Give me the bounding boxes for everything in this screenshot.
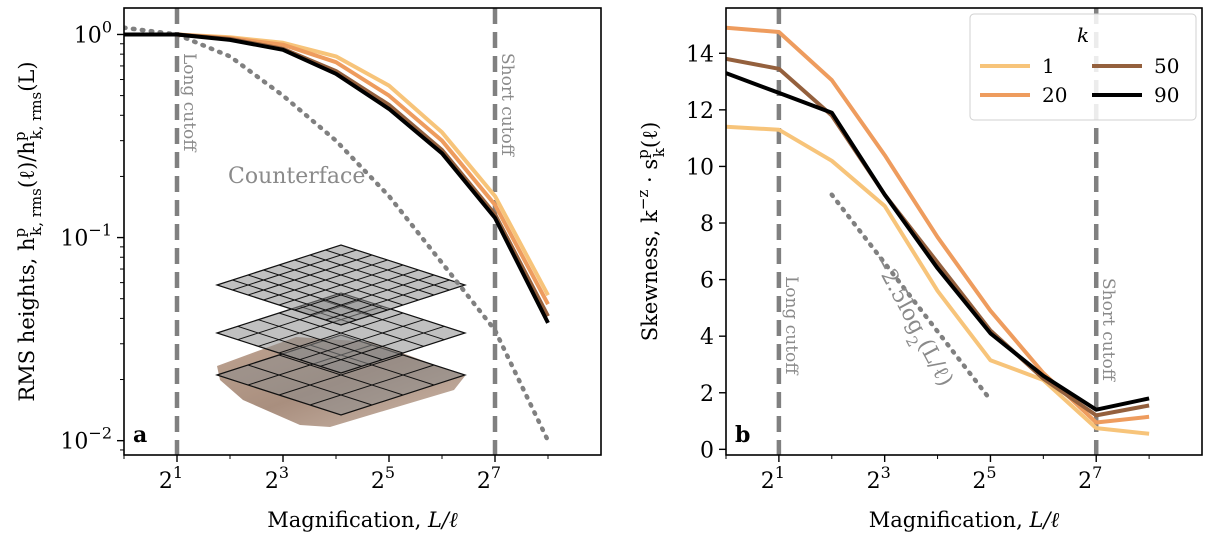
x-tick-label: 25 — [972, 463, 996, 494]
panel-a-axes: 21 23 25 27 100 10−1 10−2 Magnification, L/ℓ RMS… — [11, 7, 602, 532]
y-tick-label: 12 — [686, 99, 714, 124]
y-axis-label: Skewness, k−z · spk(ℓ) — [634, 122, 668, 342]
y-tick-label: 10−2 — [60, 424, 112, 455]
reference-line — [829, 192, 993, 403]
grid-layer — [215, 244, 467, 326]
x-tick-label: 27 — [1078, 463, 1102, 494]
grid-layer — [215, 292, 467, 374]
x-tick-label: 21 — [159, 463, 183, 494]
y-tick-label: 100 — [74, 17, 112, 48]
y-tick-label: 10−1 — [60, 221, 112, 252]
legend: k 1 20 50 90 — [969, 13, 1197, 121]
cutoff-label-long: Long cutoff — [179, 53, 199, 153]
legend-label-k20: 20 — [1042, 83, 1067, 107]
legend-title: k — [1077, 23, 1089, 47]
panel-b-letter: b — [735, 422, 750, 448]
y-tick-label: 2 — [700, 382, 714, 407]
legend-label-k90: 90 — [1154, 83, 1179, 107]
panel-a-series — [124, 32, 550, 324]
x-tick-label: 23 — [265, 463, 289, 494]
x-tick-label: 25 — [371, 463, 395, 494]
y-tick-label: 4 — [700, 325, 714, 350]
cutoff-label-short: Short cutoff — [497, 53, 517, 158]
x-tick-label: 27 — [477, 463, 501, 494]
panel-b-axes: 21 23 25 27 0 2 4 6 8 10 12 14 Magnification, L/ℓ Ske… — [634, 7, 1203, 532]
panel-b-series — [726, 25, 1150, 436]
legend-label-k1: 1 — [1042, 54, 1055, 78]
y-tick-label: 10 — [686, 155, 714, 180]
y-tick-label: 8 — [700, 212, 714, 237]
x-tick-label: 21 — [761, 463, 785, 494]
reference-line — [124, 25, 551, 443]
counterface-reference-curve — [124, 25, 551, 443]
cutoff-label-long: Long cutoff — [781, 276, 801, 376]
y-axis-label: RMS heights, hpk, rms(ℓ)/hpk, rms(L) — [11, 61, 45, 401]
panel-b-skewness: 21 23 25 27 0 2 4 6 8 10 12 14 Magnification, L/ℓ Ske… — [634, 7, 1203, 532]
plot-frame — [123, 7, 602, 456]
x-axis-label: Magnification, L/ℓ — [869, 508, 1060, 532]
plot-frame — [725, 7, 1203, 456]
grid-layers-illustration — [215, 244, 467, 427]
panel-a-letter: a — [133, 422, 147, 448]
y-tick-label: 14 — [686, 42, 714, 67]
counterface-label: Counterface — [228, 164, 365, 189]
cutoff-label-short: Short cutoff — [1098, 278, 1118, 383]
y-tick-label: 0 — [700, 438, 714, 463]
legend-label-k50: 50 — [1154, 54, 1179, 78]
slope-annotation-post: (L/ℓ) — [912, 335, 957, 391]
x-axis-label: Magnification, L/ℓ — [267, 508, 458, 532]
panel-a-cutoff-lines — [174, 8, 498, 455]
panel-a-rms-heights: 21 23 25 27 100 10−1 10−2 Magnification, L/ℓ RMS… — [11, 7, 602, 532]
x-tick-label: 23 — [867, 463, 891, 494]
slope-reference-line — [829, 192, 993, 403]
y-tick-label: 6 — [700, 269, 714, 294]
